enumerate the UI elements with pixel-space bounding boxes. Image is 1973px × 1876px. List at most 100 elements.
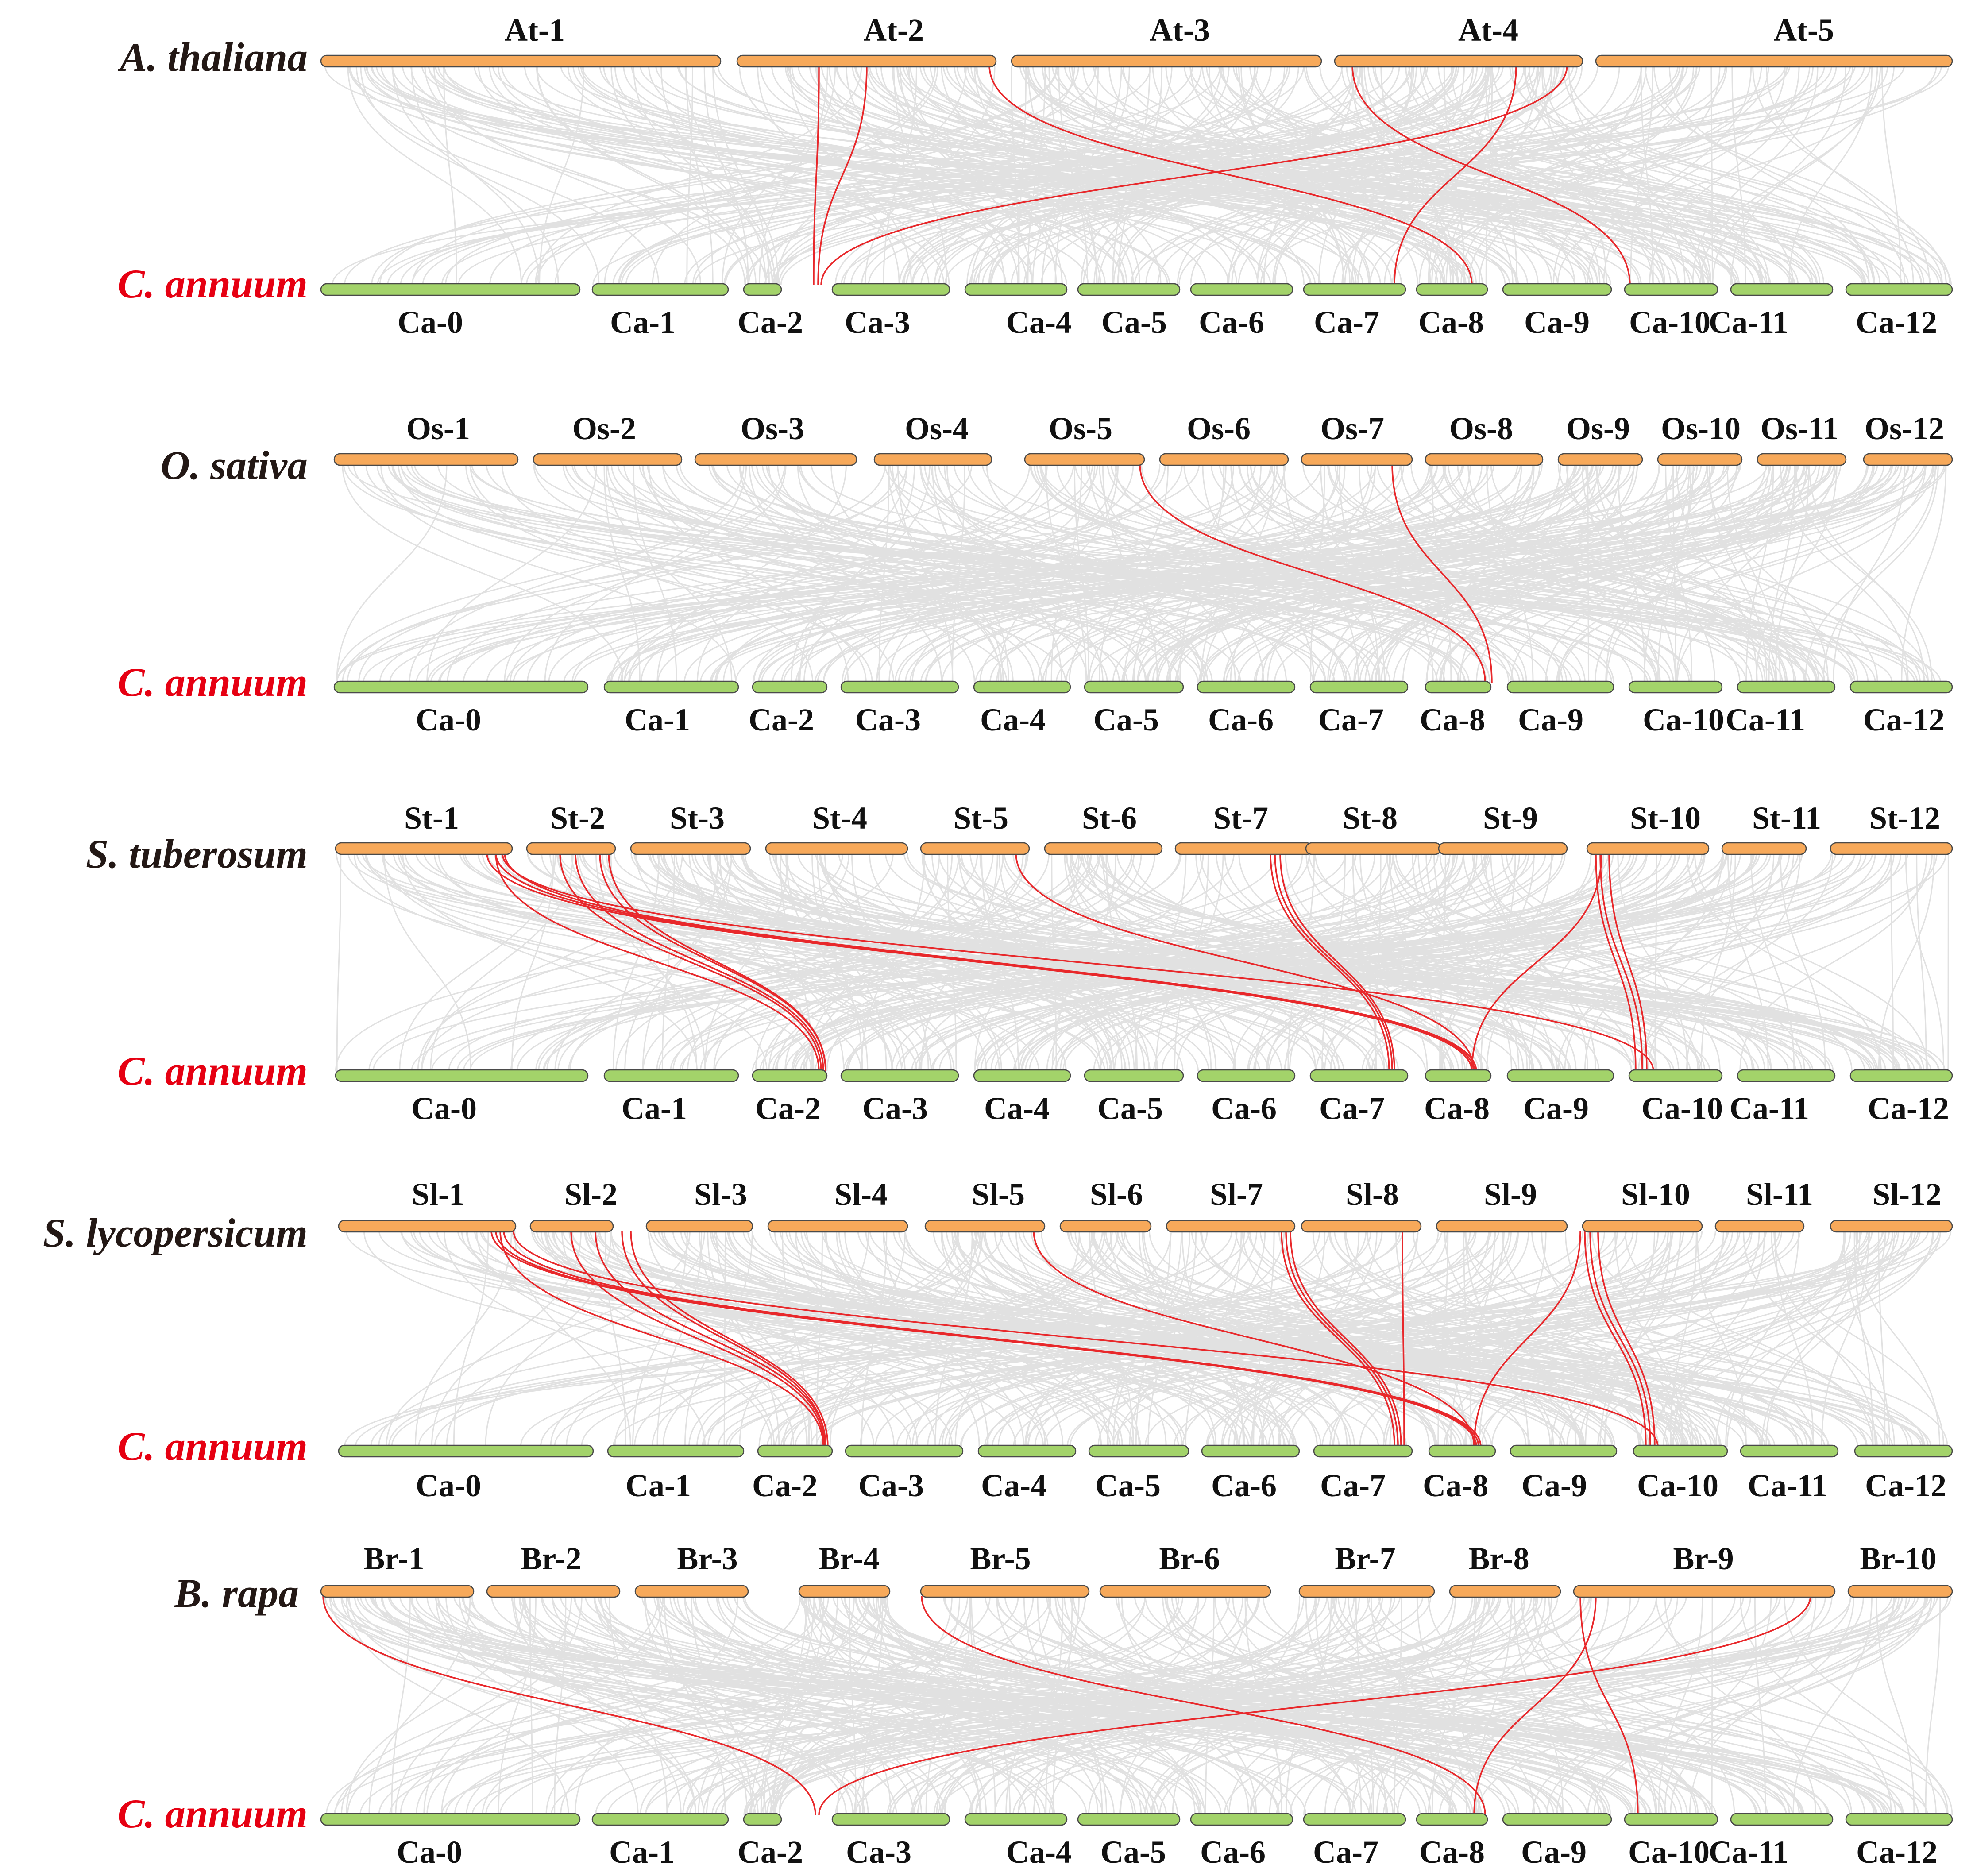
reference-chromosome xyxy=(533,453,683,466)
highlight-link xyxy=(1595,853,1637,1072)
pepper-chromosome xyxy=(1740,1444,1839,1458)
pepper-chromosome xyxy=(743,283,782,296)
highlight-link xyxy=(322,1595,816,1815)
reference-chromosome-label: Sl-4 xyxy=(834,1177,888,1212)
pepper-chromosome xyxy=(1506,1069,1614,1082)
reference-chromosome-label: St-5 xyxy=(954,800,1008,836)
pepper-chromosome xyxy=(320,283,581,296)
reference-chromosome xyxy=(924,1220,1046,1233)
reference-chromosome-label: Sl-5 xyxy=(972,1177,1025,1212)
pepper-chromosome xyxy=(1730,1813,1834,1826)
pepper-chromosome-label: Ca-5 xyxy=(1100,1834,1166,1870)
reference-chromosome xyxy=(529,1220,614,1233)
pepper-chromosome xyxy=(964,283,1068,296)
reference-chromosome xyxy=(1582,1220,1703,1233)
pepper-chromosome xyxy=(973,1069,1071,1082)
pepper-chromosome xyxy=(335,1069,589,1082)
pepper-chromosome-label: Ca-7 xyxy=(1319,1091,1385,1126)
pepper-chromosome xyxy=(1077,283,1181,296)
pepper-chromosome xyxy=(333,680,589,694)
pepper-chromosome-label: Ca-10 xyxy=(1637,1468,1718,1503)
highlight-link xyxy=(1033,1230,1475,1447)
reference-chromosome-label: Br-10 xyxy=(1860,1541,1936,1576)
pepper-chromosome xyxy=(1416,1813,1488,1826)
pepper-chromosome-label: Ca-6 xyxy=(1211,1468,1277,1503)
reference-chromosome xyxy=(694,453,857,466)
background-link-bundle xyxy=(335,853,1949,1072)
reference-chromosome-label: At-1 xyxy=(505,12,565,48)
reference-chromosome-label: St-9 xyxy=(1483,800,1538,836)
reference-chromosome xyxy=(1301,1220,1422,1233)
pepper-chromosome-label: Ca-11 xyxy=(1709,1834,1788,1870)
reference-chromosome-label: Sl-10 xyxy=(1621,1177,1690,1212)
highlight-link xyxy=(1589,1230,1651,1447)
reference-chromosome xyxy=(920,842,1030,855)
reference-chromosome xyxy=(1657,453,1743,466)
highlight-link xyxy=(575,853,824,1072)
pepper-chromosome-label: Ca-0 xyxy=(416,702,481,737)
reference-chromosome-label: Br-8 xyxy=(1468,1541,1529,1576)
pepper-chromosome xyxy=(840,680,959,694)
reference-chromosome xyxy=(1847,1585,1953,1598)
pepper-chromosome xyxy=(1849,680,1953,694)
pepper-chromosome xyxy=(1633,1444,1728,1458)
highlight-link xyxy=(820,65,1568,286)
reference-chromosome xyxy=(338,1220,517,1233)
reference-chromosome xyxy=(873,453,992,466)
pepper-chromosome xyxy=(591,1813,729,1826)
reference-chromosome-label: St-6 xyxy=(1082,800,1137,836)
reference-chromosome-label: Os-7 xyxy=(1320,411,1384,446)
pepper-chromosome-label: Ca-1 xyxy=(609,1834,675,1870)
reference-chromosome xyxy=(1830,1220,1953,1233)
pepper-chromosome xyxy=(1303,1813,1406,1826)
pepper-chromosome xyxy=(973,680,1071,694)
reference-chromosome xyxy=(1011,54,1322,68)
reference-chromosome xyxy=(645,1220,753,1233)
pepper-chromosome xyxy=(607,1444,745,1458)
reference-species-label: O. sativa xyxy=(161,443,308,488)
pepper-chromosome-label: Ca-9 xyxy=(1523,1091,1589,1126)
pepper-chromosome xyxy=(603,680,739,694)
highlight-link xyxy=(513,1230,1659,1447)
reference-chromosome-label: Os-5 xyxy=(1049,411,1112,446)
pepper-chromosome xyxy=(1313,1444,1413,1458)
pepper-chromosome-label: Ca-3 xyxy=(862,1091,928,1126)
pepper-chromosome xyxy=(1201,1444,1300,1458)
reference-chromosome-label: Os-9 xyxy=(1566,411,1630,446)
pepper-chromosome-label: Ca-10 xyxy=(1629,305,1710,340)
reference-chromosome xyxy=(1425,453,1544,466)
reference-chromosome-label: Br-2 xyxy=(521,1541,581,1576)
reference-chromosome-label: St-11 xyxy=(1752,800,1821,836)
reference-chromosome-label: Sl-11 xyxy=(1746,1177,1813,1212)
reference-chromosome xyxy=(1721,842,1807,855)
reference-chromosome-label: St-8 xyxy=(1343,800,1398,836)
background-link-bundle xyxy=(324,65,1952,286)
pepper-species-label: C. annuum xyxy=(117,1048,308,1093)
reference-chromosome-label: Sl-9 xyxy=(1484,1177,1537,1212)
reference-chromosome-label: St-3 xyxy=(670,800,725,836)
reference-chromosome xyxy=(1301,453,1413,466)
reference-chromosome-label: St-1 xyxy=(404,800,459,836)
reference-chromosome xyxy=(1059,1220,1152,1233)
chromosomes xyxy=(320,54,1953,1826)
pepper-chromosome xyxy=(1845,283,1953,296)
highlight-link xyxy=(818,1595,1811,1815)
reference-chromosome xyxy=(1557,453,1643,466)
pepper-chromosome xyxy=(1849,1069,1953,1082)
highlight-link xyxy=(559,853,822,1072)
pepper-chromosome-label: Ca-8 xyxy=(1418,305,1484,340)
reference-chromosome xyxy=(1298,1585,1435,1598)
reference-species-label: S. lycopersicum xyxy=(43,1210,308,1255)
pepper-chromosome xyxy=(752,1069,828,1082)
labels: At-1 At-2 At-3 At-4 At-5 Ca-0 Ca-1 Ca-2 Ca-3 Ca-4… xyxy=(43,12,1949,1870)
reference-chromosome-label: Os-1 xyxy=(406,411,470,446)
reference-chromosome-label: Sl-3 xyxy=(694,1177,747,1212)
reference-chromosome xyxy=(634,1585,749,1598)
pepper-chromosome-label: Ca-4 xyxy=(1006,1834,1072,1870)
highlight-links xyxy=(322,65,1811,1815)
pepper-chromosome xyxy=(1624,283,1718,296)
pepper-chromosome-label: Ca-0 xyxy=(397,1834,462,1870)
pepper-chromosome xyxy=(757,1444,833,1458)
pepper-species-label: C. annuum xyxy=(117,1791,308,1836)
